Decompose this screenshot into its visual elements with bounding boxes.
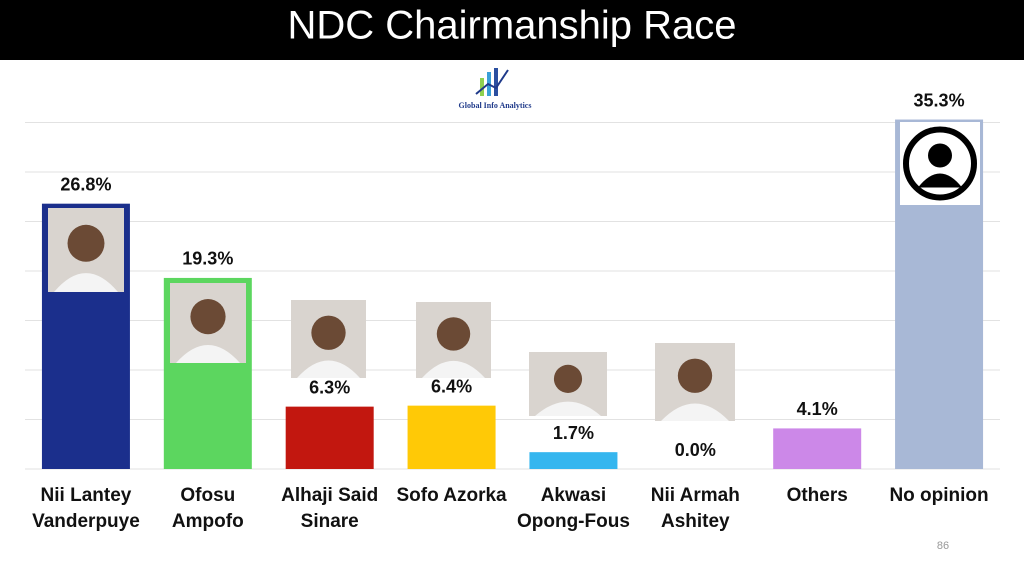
chart-title: NDC Chairmanship Race: [287, 4, 736, 48]
x-tick-label: Akwasi Opong-Fous: [516, 485, 630, 532]
x-tick-label: Alhaji Said Sinare: [281, 485, 379, 532]
value-label: 26.8%: [60, 174, 111, 194]
photo-face: [190, 299, 226, 335]
x-tick-label: Others: [786, 485, 848, 506]
avatar-head: [928, 143, 952, 168]
photo-body: [422, 360, 485, 378]
photo-body: [535, 401, 601, 416]
title-bar: [0, 0, 1024, 60]
x-tick-label: Nii Armah Ashitey: [650, 485, 740, 532]
x-tick-label: No opinion: [889, 485, 989, 506]
bar: [407, 405, 496, 469]
photo-body: [661, 403, 729, 421]
x-tick-label: Nii Lantey Vanderpuye: [32, 485, 140, 532]
value-label: 35.3%: [914, 90, 965, 110]
logo-text: Global Info Analytics: [459, 101, 532, 110]
photo-face: [677, 358, 713, 393]
logo-icon: [475, 68, 509, 96]
x-tick-label: Ofosu Ampofo: [171, 485, 244, 532]
value-label: 0.0%: [675, 440, 716, 460]
bar: [529, 452, 618, 469]
value-label: 1.7%: [553, 423, 594, 443]
photo-body: [54, 273, 118, 292]
bar: [285, 406, 374, 469]
page-number: 86: [937, 540, 949, 552]
value-label: 19.3%: [182, 249, 233, 269]
photo-face: [311, 315, 346, 350]
avatar-body: [918, 173, 962, 188]
photo-body: [176, 345, 240, 363]
photo-face: [67, 224, 105, 262]
value-label: 6.3%: [309, 377, 350, 397]
bar: [773, 428, 862, 469]
value-label: 4.1%: [797, 399, 838, 419]
value-label: 6.4%: [431, 376, 472, 396]
x-tick-label: Sofo Azorka: [396, 485, 507, 506]
photo-body: [297, 360, 360, 378]
photo-face: [436, 317, 471, 351]
photo-face: [553, 364, 583, 393]
